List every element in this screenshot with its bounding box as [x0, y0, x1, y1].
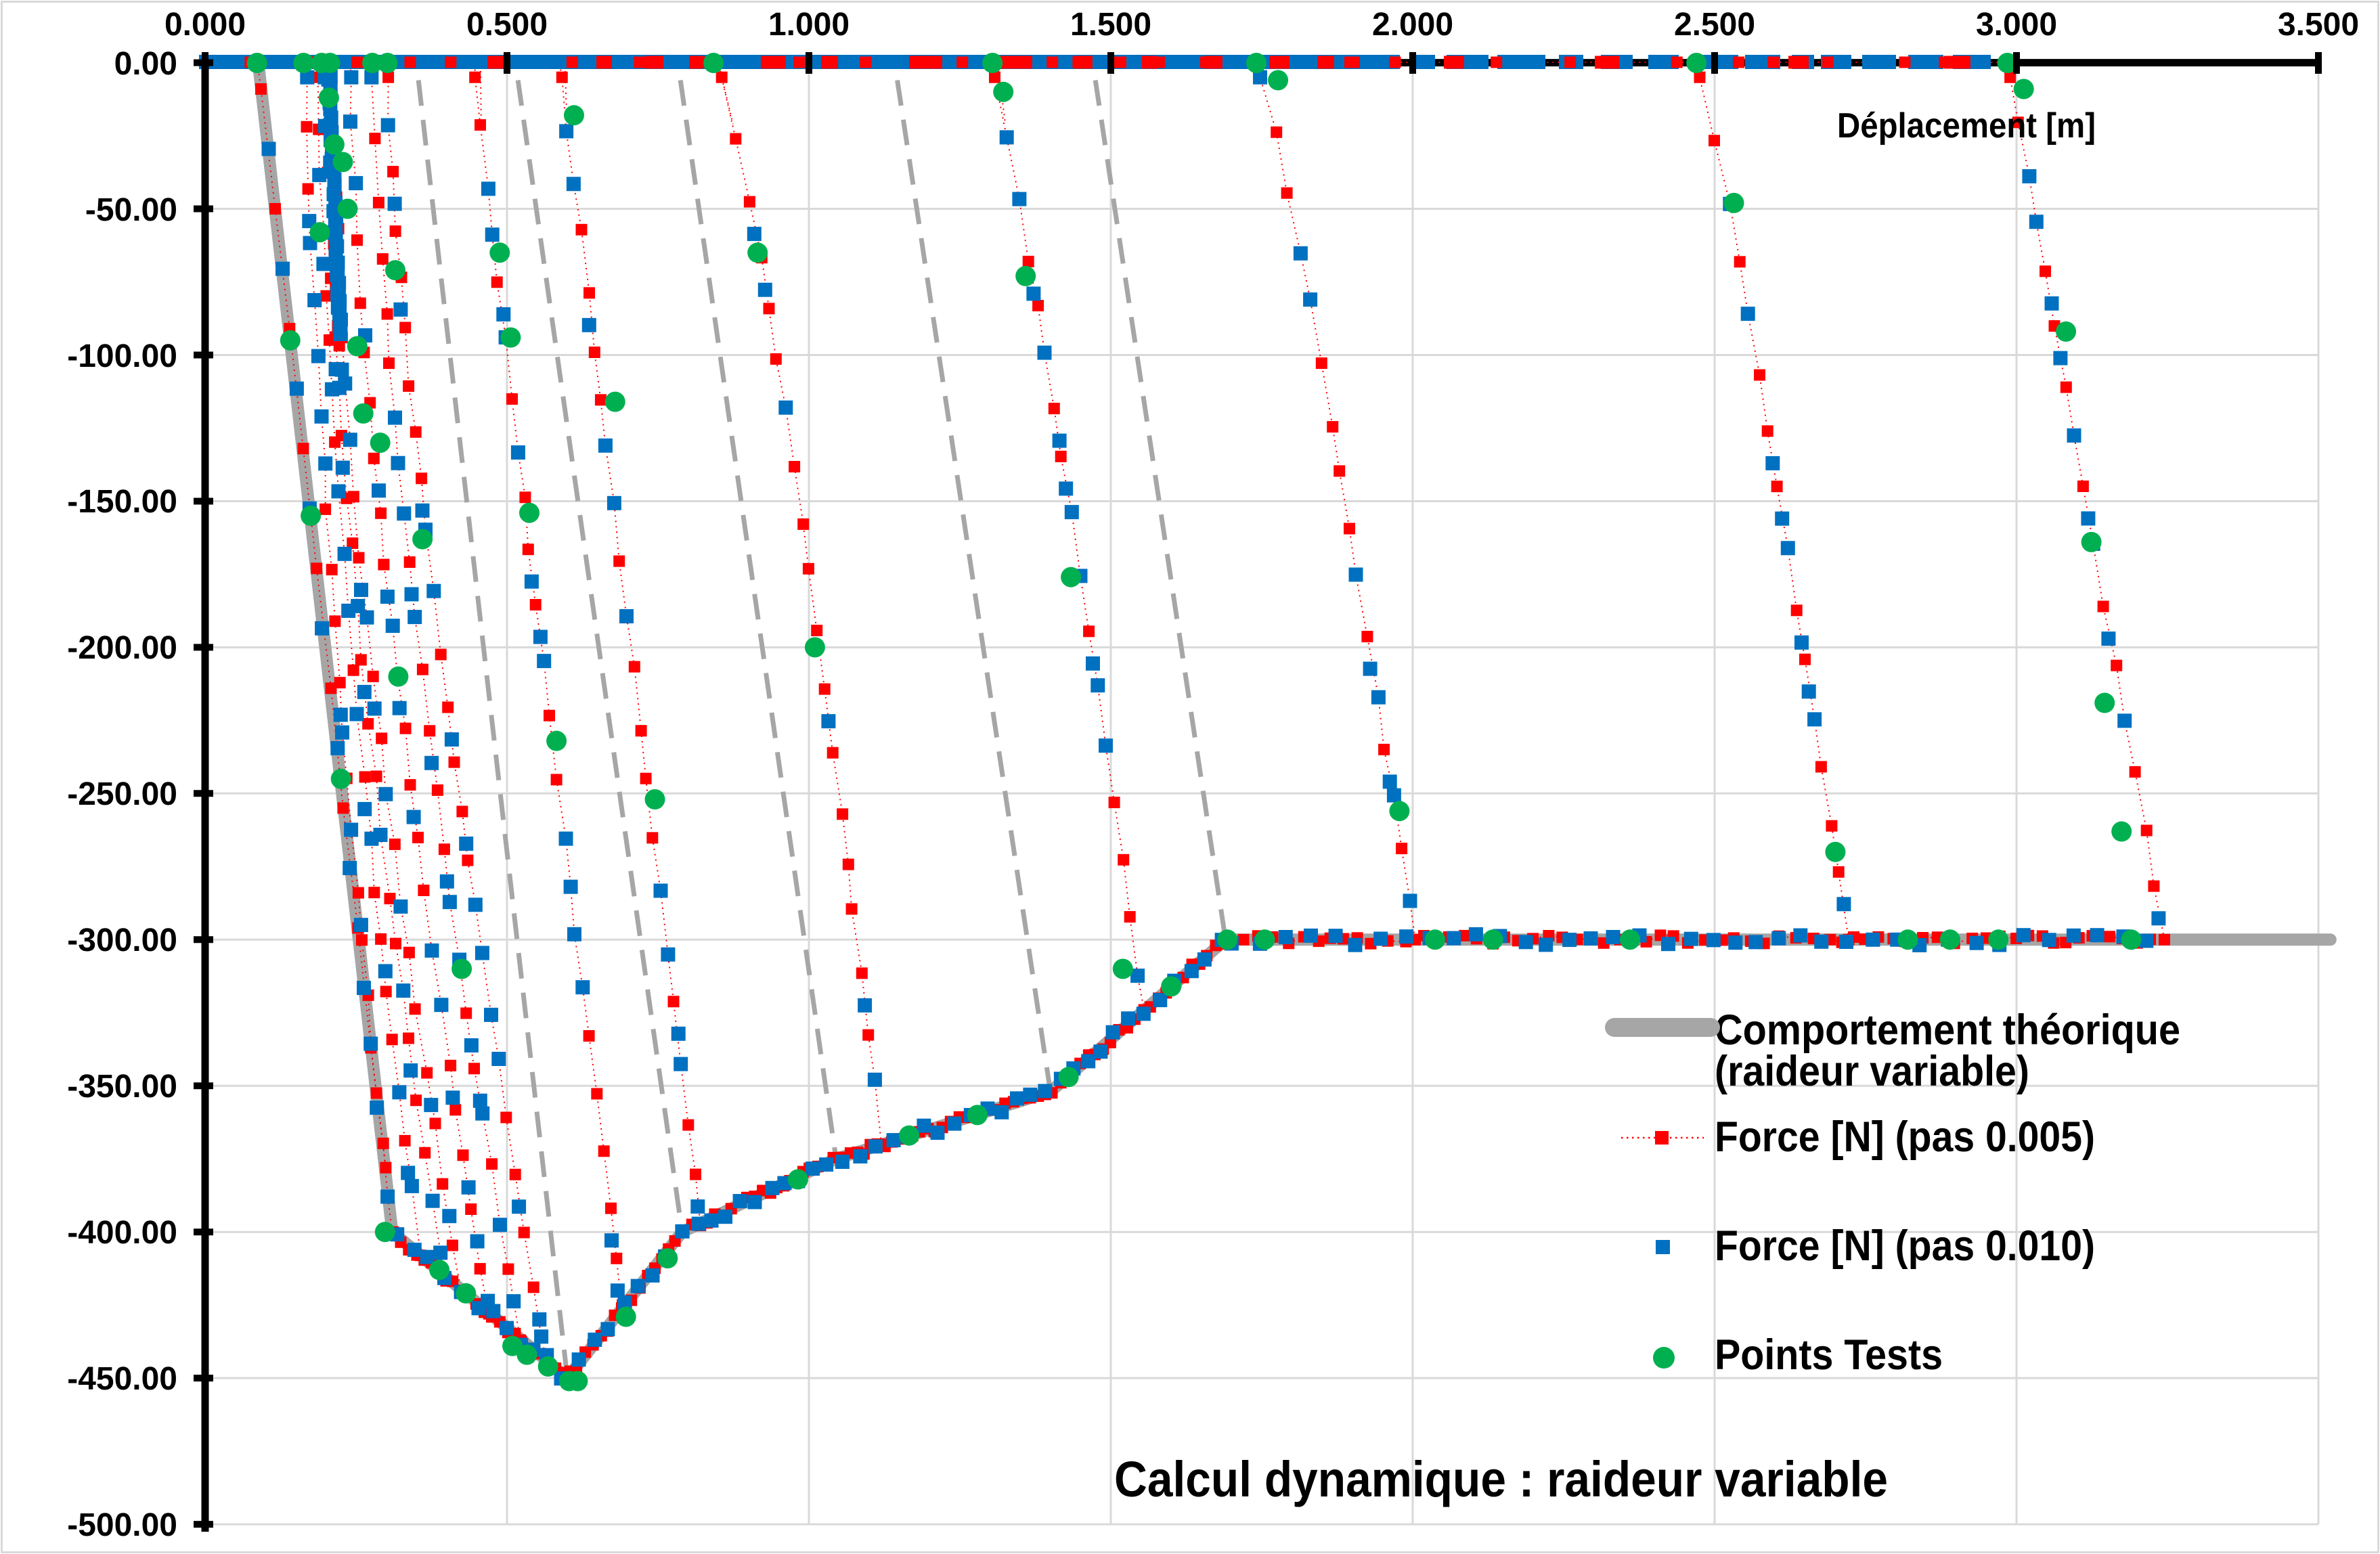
svg-text:2.000: 2.000: [1372, 7, 1453, 43]
svg-text:0.000: 0.000: [164, 7, 246, 43]
svg-text:(raideur variable): (raideur variable): [1715, 1048, 2029, 1095]
svg-text:-250.00: -250.00: [67, 776, 177, 812]
svg-text:-500.00: -500.00: [67, 1507, 177, 1543]
svg-text:Points Tests: Points Tests: [1715, 1331, 1943, 1379]
svg-text:-50.00: -50.00: [85, 192, 177, 228]
svg-text:Force [N] (pas 0.010): Force [N] (pas 0.010): [1715, 1222, 2095, 1270]
svg-text:Force [N] (pas 0.005): Force [N] (pas 0.005): [1715, 1113, 2095, 1161]
svg-text:-350.00: -350.00: [67, 1069, 177, 1105]
svg-text:-400.00: -400.00: [67, 1215, 177, 1251]
svg-text:Calcul dynamique : raideur var: Calcul dynamique : raideur variable: [1114, 1451, 1888, 1507]
svg-text:-150.00: -150.00: [67, 484, 177, 520]
svg-text:Comportement théorique: Comportement théorique: [1715, 1006, 2180, 1054]
svg-text:-100.00: -100.00: [67, 338, 177, 374]
svg-text:1.500: 1.500: [1070, 7, 1151, 43]
svg-text:0.500: 0.500: [466, 7, 548, 43]
svg-text:2.500: 2.500: [1674, 7, 1755, 43]
svg-text:-450.00: -450.00: [67, 1361, 177, 1397]
svg-text:-200.00: -200.00: [67, 630, 177, 666]
svg-text:3.000: 3.000: [1976, 7, 2057, 43]
svg-text:0.00: 0.00: [114, 46, 177, 82]
svg-text:-300.00: -300.00: [67, 923, 177, 958]
svg-text:3.500: 3.500: [2278, 7, 2359, 43]
svg-text:Déplacement [m]: Déplacement [m]: [1837, 106, 2096, 146]
svg-text:1.000: 1.000: [768, 7, 850, 43]
